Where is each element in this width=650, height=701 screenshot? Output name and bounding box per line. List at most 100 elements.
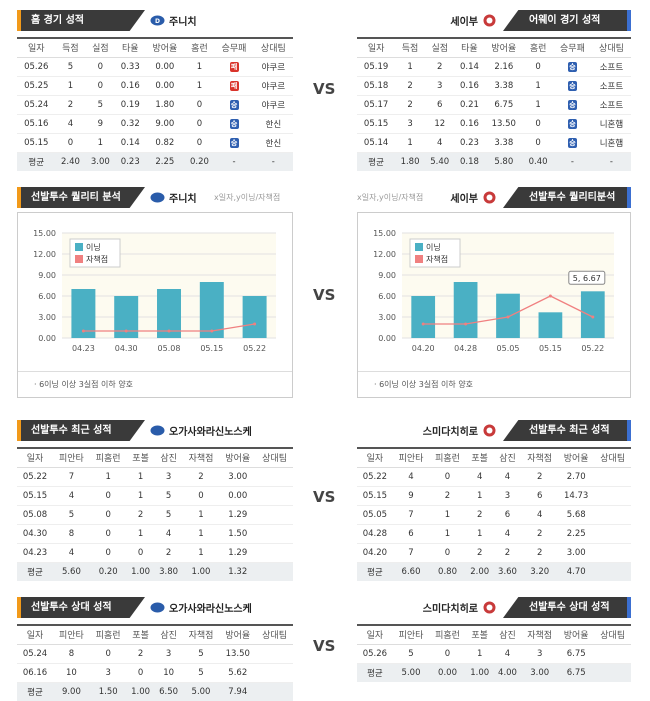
table-row: 05.15 9 2 1 3 6 14.73 [357,486,631,506]
average-cell: 5.00 [182,682,220,701]
column-header: 피안타 [392,624,430,645]
chart-left: 0.00 3.00 6.00 9.00 12.00 15.00 04.23 04.30 05.0… [17,212,293,398]
average-row: 평균 9.00 1.50 1.00 6.50 5.00 7.94 [17,682,293,701]
team-logo-icon [150,425,165,436]
vs-label: VS [313,637,336,655]
pitcher-recent-right-panel: 스미다치히로 선발투수 최근 성적 일자 피안타 피홈런 포볼 삼진 자책점 방어율 상대팀 0… [357,420,631,581]
table-cell: 1 [89,467,127,487]
column-header: 포볼 [465,624,494,645]
table-cell: 0.32 [115,114,146,134]
earned-runs-point [124,329,128,333]
column-header: 포볼 [465,447,494,468]
table-cell: 7 [392,543,430,563]
table-row: 05.22 7 1 1 3 2 3.00 [17,467,293,487]
legend-label-innings: 이닝 [86,242,101,252]
table-row: 04.20 7 0 2 2 2 3.00 [357,543,631,563]
table-row: 05.25 1 0 0.16 0.00 1 패 야쿠르 [17,76,293,96]
table-cell: 1 [184,76,215,96]
y-tick-label: 0.00 [378,334,396,343]
table-cell: 0 [126,663,155,683]
column-header: 실점 [85,37,116,58]
table-cell [256,505,293,525]
table-cell: 1 [465,644,494,664]
table-cell: 1 [429,524,466,544]
pitcher-vs-right-table: 일자 피안타 피홈런 포볼 삼진 자책점 방어율 상대팀 05.26 5 0 1 4 3 6.75 평균 5.0… [357,624,631,682]
average-cell: 2.00 [465,562,494,581]
legend-swatch-innings [75,243,83,251]
average-cell: 0.23 [115,152,146,171]
table-cell: 2 [126,644,155,664]
table-cell: 야쿠르 [253,57,293,77]
result-badge: 승 [229,99,239,110]
table-row: 05.24 2 5 0.19 1.80 0 승 야쿠르 [17,95,293,115]
table-cell: 5 [182,644,220,664]
table-cell: 0 [429,467,466,487]
table-cell: 1 [429,505,466,525]
table-cell: 야쿠르 [253,95,293,115]
average-cell [256,682,293,701]
table-row: 05.15 3 12 0.16 13.50 0 승 니혼햄 [357,114,631,134]
column-header: 방어율 [219,624,257,645]
y-tick-label: 9.00 [378,271,396,280]
table-cell: 05.26 [17,57,56,77]
table-cell: 6.75 [484,95,524,115]
table-cell: 6 [493,505,522,525]
column-header: 상대팀 [594,447,631,468]
table-cell: 0.33 [115,57,146,77]
average-cell: 2.40 [55,152,86,171]
x-tick-label: 05.22 [581,344,604,353]
column-header: 피홈런 [89,447,127,468]
table-cell: 0 [89,486,127,506]
home-record-title: 홈 경기 성적 [17,10,145,31]
table-cell: 05.26 [357,644,393,664]
bar-innings [580,291,605,338]
average-cell: 평균 [17,562,54,581]
table-row: 05.16 4 9 0.32 9.00 0 승 한신 [17,114,293,134]
team-logo-icon [483,424,496,437]
table-cell: 0 [89,543,127,563]
average-cell: 3.60 [493,562,522,581]
column-header: 자책점 [521,447,558,468]
y-tick-label: 3.00 [378,313,396,322]
pitcher-recent-right-table: 일자 피안타 피홈런 포볼 삼진 자책점 방어율 상대팀 05.22 4 0 4 4 2 2.70 05.15… [357,447,631,581]
table-cell [594,505,631,525]
away-record-title: 어웨이 경기 성적 [503,10,631,31]
table-cell: 0 [184,114,215,134]
table-cell: 1 [182,505,220,525]
column-header: 피홈런 [429,447,466,468]
axis-note: x일자,y이닝/자책점 [357,193,424,202]
pitcher-vs-left-name: 오가사와라신노스케 [169,604,252,615]
team-logo-icon [483,14,496,27]
column-header: 삼진 [154,447,183,468]
earned-runs-point [548,294,552,298]
table-cell: 0 [85,57,116,77]
column-header: 득점 [55,37,86,58]
result-badge: 승 [567,61,577,72]
average-cell: 6.60 [392,562,430,581]
average-cell: 5.80 [484,152,524,171]
average-cell: 0.20 [89,562,127,581]
table-cell: 05.24 [17,644,54,664]
column-header: 피안타 [392,447,430,468]
table-cell: 05.14 [357,133,396,153]
table-cell: 05.24 [17,95,56,115]
table-cell [256,467,293,487]
pitcher-vs-left-panel: 선발투수 상대 성적 오가사와라신노스케 일자 피안타 피홈런 포볼 삼진 자책점 방어율 상… [17,597,293,701]
average-cell: 0.40 [523,152,553,171]
table-cell: 12 [424,114,455,134]
table-cell [594,543,631,563]
table-cell: 니혼햄 [591,133,631,153]
table-cell: 1.50 [219,524,257,544]
table-cell: 0 [126,543,155,563]
column-header: 삼진 [154,624,183,645]
column-header: 상대팀 [591,37,631,58]
table-cell: 0.00 [145,57,185,77]
table-cell: 0.14 [115,133,146,153]
average-row: 평균 5.00 0.00 1.00 4.00 3.00 6.75 [357,663,631,682]
table-cell: 2.16 [484,57,524,77]
table-cell: 4 [53,543,90,563]
svg-text:D: D [155,18,160,25]
table-cell: 0.23 [454,133,485,153]
table-cell: 5.62 [219,663,257,683]
quality-right-title: 선발투수 퀄리티분석 [503,187,631,208]
